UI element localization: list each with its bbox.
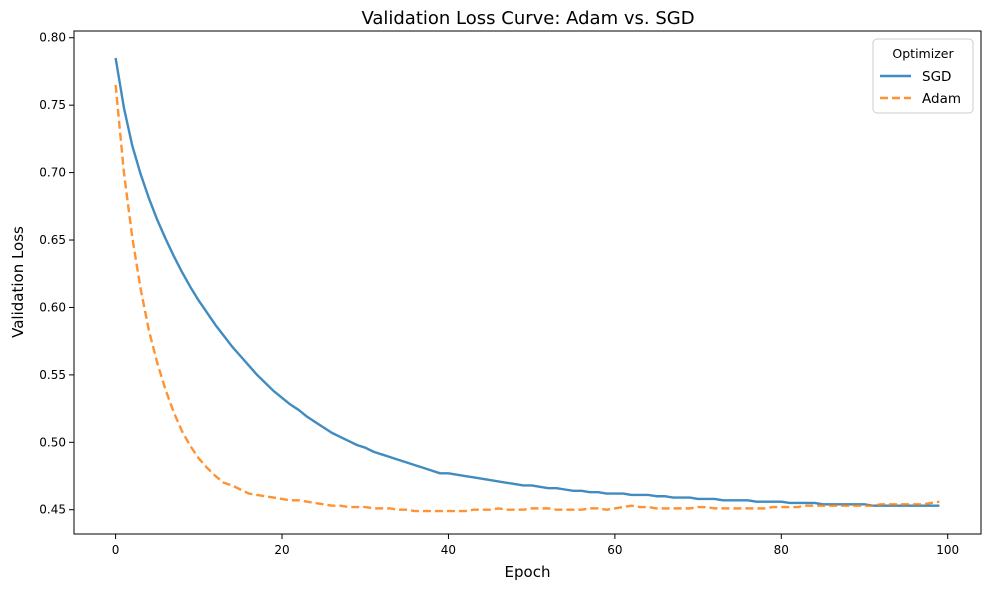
x-tick-label: 20	[274, 543, 289, 557]
plot-frame	[73, 30, 982, 535]
y-tick-label: 0.60	[39, 300, 66, 314]
x-axis-label: Epoch	[505, 563, 551, 581]
y-tick-label: 0.65	[39, 233, 66, 247]
legend-title: Optimizer	[892, 46, 954, 61]
plot-area: 0 20 40 60 80 100 0.45 0.50 0.55 0.60 0.65 0.70 0.7…	[39, 30, 982, 557]
chart-title: Validation Loss Curve: Adam vs. SGD	[361, 8, 694, 29]
series-line-adam	[114, 84, 940, 513]
x-axis-ticks: 0 20 40 60 80 100	[112, 534, 959, 557]
y-tick-label: 0.80	[39, 31, 66, 45]
x-tick-label: 100	[936, 543, 959, 557]
legend: Optimizer SGD Adam	[872, 38, 974, 114]
legend-items: SGD Adam	[880, 69, 961, 107]
legend-box	[872, 38, 974, 114]
y-tick-label: 0.75	[39, 98, 66, 112]
y-tick-label: 0.45	[39, 503, 66, 517]
x-tick-label: 40	[441, 543, 456, 557]
x-tick-label: 0	[112, 543, 120, 557]
y-axis-label: Validation Loss	[9, 226, 27, 338]
y-tick-label: 0.55	[39, 368, 66, 382]
series-line-sgd	[114, 57, 940, 507]
x-tick-label: 60	[607, 543, 622, 557]
legend-label-adam: Adam	[922, 91, 961, 107]
legend-label-sgd: SGD	[922, 69, 951, 85]
y-axis-ticks: 0.45 0.50 0.55 0.60 0.65 0.70 0.75 0.80	[39, 31, 74, 517]
series-layer	[114, 57, 940, 513]
y-tick-label: 0.70	[39, 166, 66, 180]
y-tick-label: 0.50	[39, 435, 66, 449]
x-tick-label: 80	[774, 543, 789, 557]
